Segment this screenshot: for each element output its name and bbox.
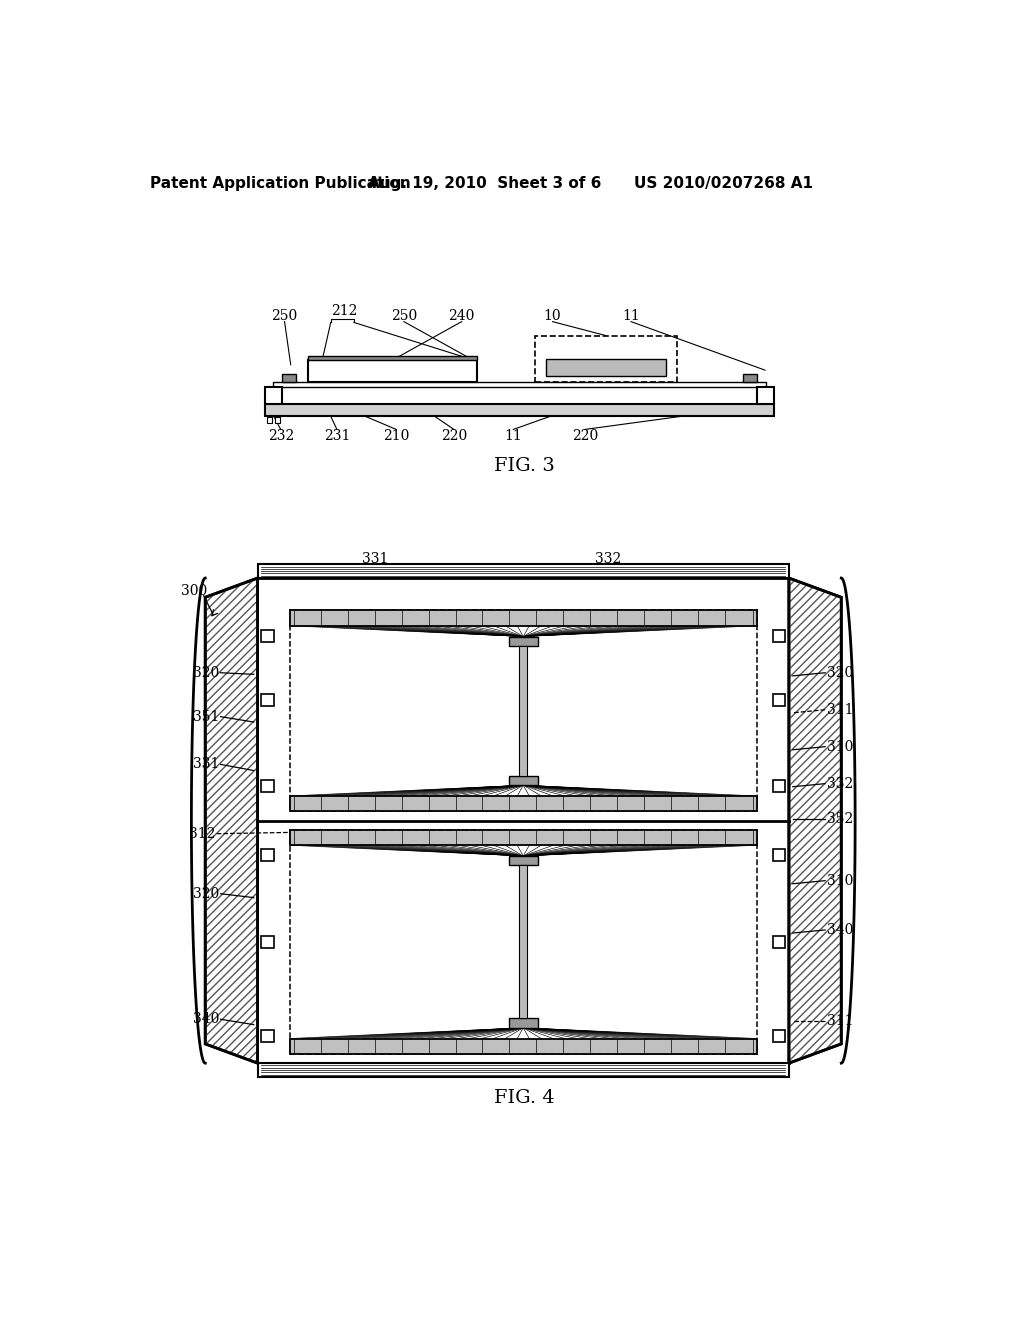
Bar <box>773 936 785 949</box>
Bar <box>258 1063 788 1077</box>
Bar <box>283 374 296 381</box>
Text: 250: 250 <box>391 309 417 323</box>
Bar <box>773 630 785 642</box>
Bar <box>273 381 766 387</box>
Text: 220: 220 <box>441 429 467 442</box>
Bar <box>261 1030 273 1043</box>
Bar <box>274 417 280 422</box>
Text: 311: 311 <box>827 1014 854 1028</box>
Bar <box>519 866 527 1019</box>
Text: FIG. 3: FIG. 3 <box>495 458 555 475</box>
Text: 351: 351 <box>193 710 219 723</box>
Bar <box>757 387 773 404</box>
Bar <box>290 830 757 845</box>
Text: 332: 332 <box>595 552 622 566</box>
Text: 331: 331 <box>362 552 388 566</box>
Text: 310: 310 <box>827 874 854 887</box>
Text: 320: 320 <box>193 665 219 680</box>
Bar <box>290 610 757 812</box>
Text: 231: 231 <box>324 429 350 442</box>
Bar <box>261 780 273 792</box>
Polygon shape <box>205 578 258 1063</box>
Text: 10: 10 <box>544 309 561 323</box>
Bar <box>535 335 677 381</box>
Bar <box>547 359 666 376</box>
Text: FIG. 4: FIG. 4 <box>495 1089 555 1106</box>
Bar <box>261 936 273 949</box>
Bar <box>509 1019 538 1028</box>
Bar <box>290 830 757 1053</box>
Text: Aug. 19, 2010  Sheet 3 of 6: Aug. 19, 2010 Sheet 3 of 6 <box>368 176 601 190</box>
Bar <box>519 645 527 776</box>
Bar <box>290 796 757 812</box>
Bar <box>265 387 283 404</box>
Text: 220: 220 <box>571 429 598 442</box>
Bar <box>509 636 538 645</box>
Polygon shape <box>788 578 842 1063</box>
Text: 232: 232 <box>267 429 294 442</box>
Bar <box>261 630 273 642</box>
Text: 340: 340 <box>193 1012 219 1026</box>
Text: 312: 312 <box>188 826 215 841</box>
Bar <box>261 693 273 706</box>
Text: 310: 310 <box>827 739 854 754</box>
Text: 320: 320 <box>827 665 854 680</box>
Bar <box>261 849 273 862</box>
Text: 352: 352 <box>827 812 854 826</box>
Text: 300: 300 <box>181 585 208 598</box>
Bar <box>773 693 785 706</box>
Bar <box>509 857 538 866</box>
Text: 212: 212 <box>332 304 357 318</box>
Text: 11: 11 <box>623 309 640 323</box>
Bar <box>265 404 773 416</box>
Text: 11: 11 <box>505 429 522 442</box>
Bar <box>290 610 757 626</box>
Text: 311: 311 <box>827 702 854 717</box>
Bar <box>509 776 538 785</box>
Text: 210: 210 <box>383 429 410 442</box>
Bar <box>307 356 477 360</box>
Bar <box>267 417 272 422</box>
Text: US 2010/0207268 A1: US 2010/0207268 A1 <box>634 176 813 190</box>
Text: 320: 320 <box>193 887 219 900</box>
Bar <box>307 360 477 381</box>
Text: 331: 331 <box>193 758 219 771</box>
Bar <box>773 780 785 792</box>
Bar <box>258 564 788 578</box>
Bar <box>773 849 785 862</box>
Text: 332: 332 <box>827 776 854 791</box>
Bar <box>742 374 757 381</box>
Bar <box>773 1030 785 1043</box>
Bar <box>290 1039 757 1053</box>
Text: Patent Application Publication: Patent Application Publication <box>151 176 411 190</box>
Text: 340: 340 <box>827 923 854 937</box>
Text: 240: 240 <box>449 309 475 323</box>
Text: 250: 250 <box>271 309 298 323</box>
